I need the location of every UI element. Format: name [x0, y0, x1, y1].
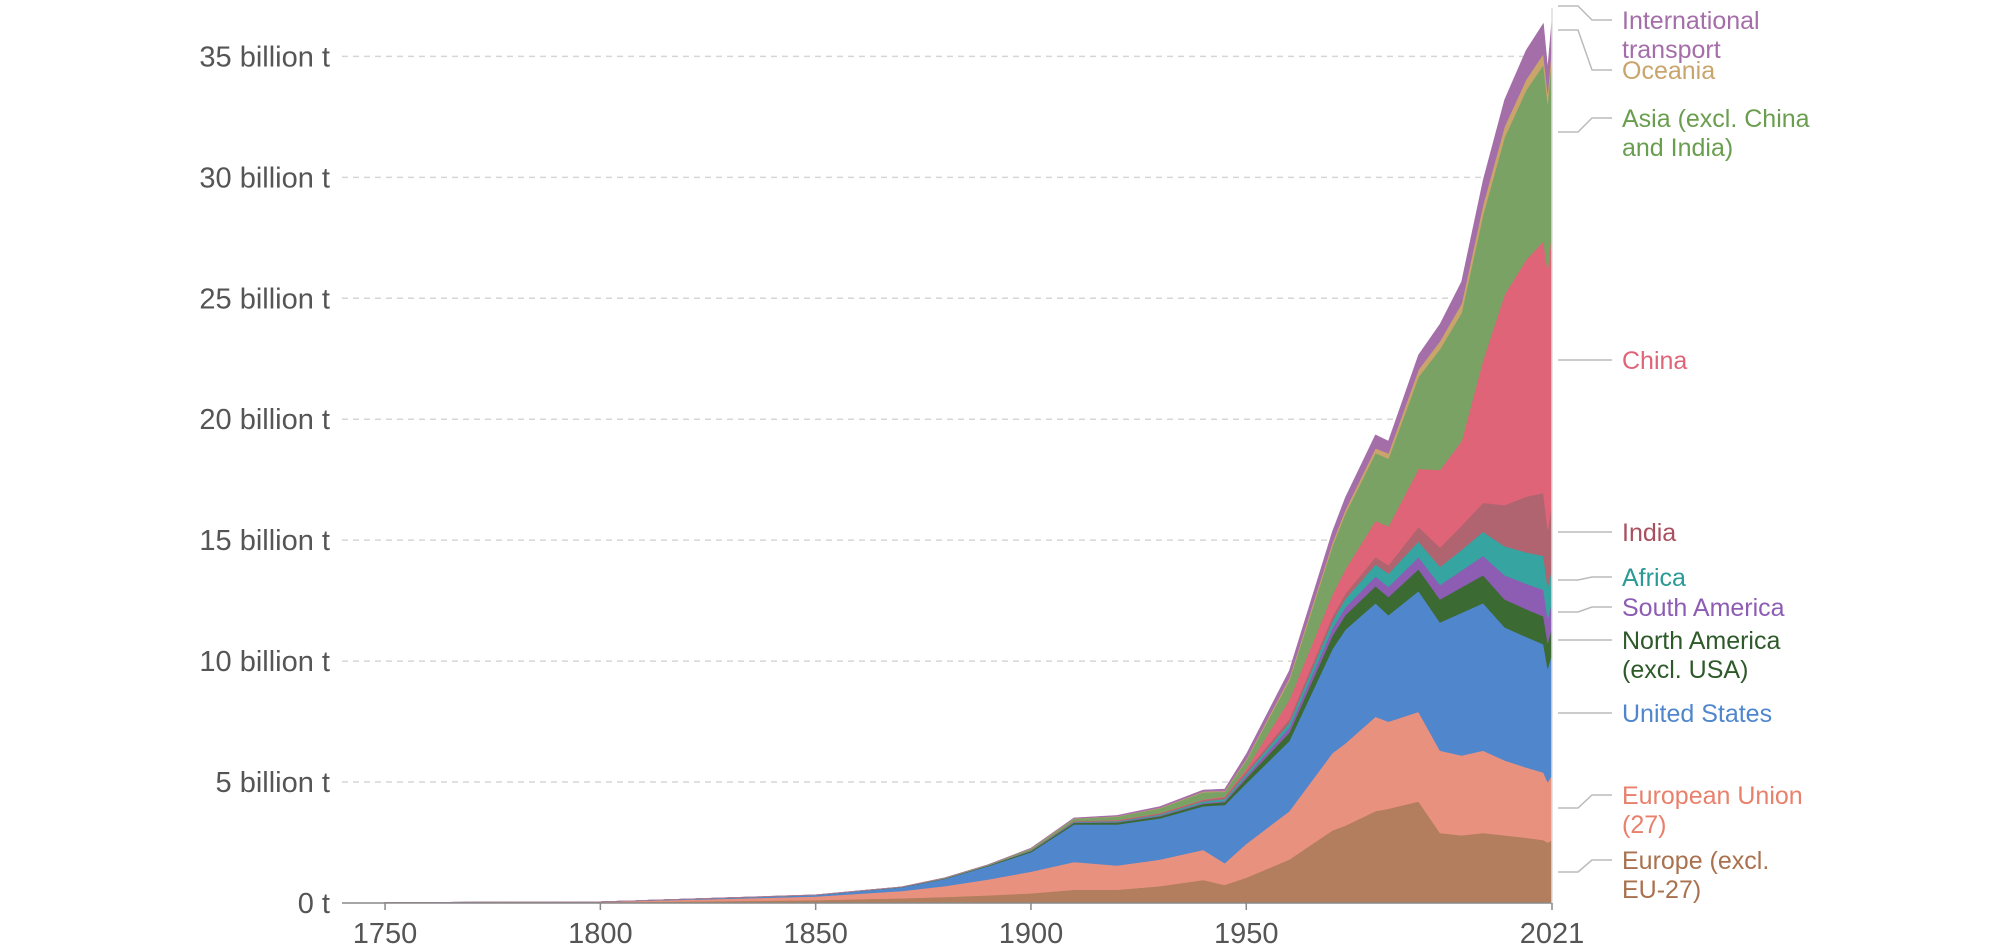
legend-item-9: European Union(27): [1558, 782, 1803, 839]
y-tick-label: 20 billion t: [199, 404, 330, 436]
legend-item-10: Europe (excl.EU-27): [1558, 847, 1769, 904]
y-tick-label: 5 billion t: [216, 767, 330, 799]
legend-label-line: (27): [1622, 811, 1666, 839]
legend-item-4: India: [1558, 519, 1676, 547]
legend-leader-line: [1558, 117, 1612, 133]
y-gridlines: [342, 55, 1552, 783]
x-tick-label: 1900: [999, 918, 1064, 950]
x-tick-label: 1850: [783, 918, 848, 950]
legend-leader-line: [1558, 5, 1612, 21]
legend-item-7: North America(excl. USA): [1558, 627, 1780, 684]
legend-label-line: European Union: [1622, 782, 1803, 810]
y-tick-label: 10 billion t: [199, 646, 330, 678]
x-tick-label: 2021: [1520, 918, 1585, 950]
y-tick-label: 25 billion t: [199, 283, 330, 315]
legend-label-line: Europe (excl.: [1622, 847, 1769, 875]
y-tick-label: 35 billion t: [199, 41, 330, 73]
legend-label-line: (excl. USA): [1622, 656, 1748, 684]
y-tick-label: 15 billion t: [199, 525, 330, 557]
legend-label-line: Oceania: [1622, 57, 1715, 85]
legend-item-8: United States: [1558, 700, 1772, 728]
legend-label-line: Asia (excl. China: [1622, 105, 1810, 133]
stacked-areas: [384, 18, 1553, 904]
legend-label-line: EU-27): [1622, 876, 1701, 904]
axes: [342, 8, 1553, 904]
y-tick-label: 0 t: [298, 888, 330, 920]
legend-label-line: China: [1622, 347, 1687, 375]
legend-label-line: transport: [1622, 36, 1721, 64]
legend-label-line: India: [1622, 519, 1676, 547]
legend-label-line: United States: [1622, 700, 1772, 728]
x-tick-label: 1750: [353, 918, 418, 950]
legend-leader-line: [1558, 606, 1612, 613]
x-tick-label: 1800: [568, 918, 633, 950]
legend-leader-line: [1558, 576, 1612, 581]
legend-item-5: Africa: [1558, 564, 1686, 592]
legend-item-6: South America: [1558, 594, 1785, 622]
legend-label-line: International: [1622, 7, 1760, 35]
legend-leader-line: [1558, 29, 1612, 71]
legend-item-3: China: [1558, 347, 1687, 375]
x-tick-label: 1950: [1214, 918, 1279, 950]
x-axis-tick-labels: 1750 1800 1850 1900 1950 2021: [353, 903, 1584, 950]
y-tick-label: 30 billion t: [199, 162, 330, 194]
y-axis-tick-labels: 0 t 5 billion t 10 billion t 15 billion t 20…: [199, 41, 330, 920]
legend-label-line: Africa: [1622, 564, 1686, 592]
legend-item-1: Oceania: [1558, 29, 1715, 85]
legend-leader-line: [1558, 794, 1612, 809]
legend-label-line: South America: [1622, 594, 1785, 622]
legend-leader-line: [1558, 859, 1612, 873]
legend-label-line: and India): [1622, 134, 1733, 162]
legend-label-line: North America: [1622, 627, 1780, 655]
